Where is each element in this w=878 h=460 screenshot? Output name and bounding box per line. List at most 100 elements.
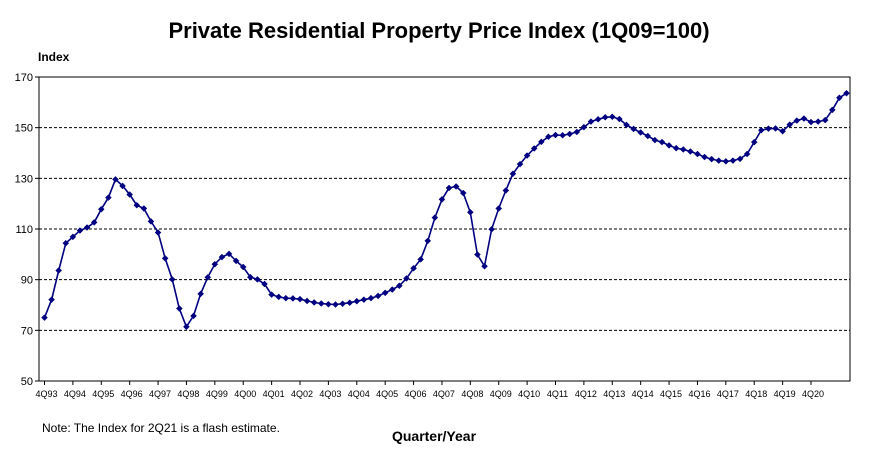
data-point	[360, 296, 368, 304]
x-tick-label: 4Q99	[206, 389, 228, 399]
data-point	[218, 253, 226, 261]
x-tick-label: 4Q18	[745, 389, 767, 399]
data-point	[729, 157, 737, 164]
y-tick-label: 90	[21, 275, 33, 287]
x-tick-label: 4Q17	[717, 389, 739, 399]
data-point	[48, 296, 55, 304]
data-point	[814, 118, 822, 125]
x-tick-label: 4Q08	[461, 389, 483, 399]
data-point	[530, 145, 538, 152]
data-point	[644, 132, 652, 140]
data-point	[672, 144, 680, 152]
data-point	[701, 153, 708, 161]
x-tick-label: 4Q95	[92, 389, 114, 399]
index-series-line	[43, 92, 847, 329]
data-point	[566, 130, 574, 138]
data-point	[481, 262, 488, 270]
data-point	[772, 125, 779, 132]
data-point	[275, 293, 283, 301]
data-point	[126, 191, 134, 198]
x-tick-label: 4Q98	[177, 389, 199, 399]
data-point	[303, 297, 311, 305]
data-point	[261, 280, 268, 288]
x-tick-label: 4Q03	[319, 389, 341, 399]
data-point	[637, 129, 645, 136]
data-point	[317, 300, 325, 307]
data-point	[296, 295, 304, 303]
data-point	[786, 121, 794, 128]
data-point	[552, 131, 559, 139]
data-point	[431, 214, 439, 221]
data-point	[843, 89, 850, 97]
x-tick-label: 4Q09	[490, 389, 512, 399]
x-tick-label: 4Q14	[632, 389, 654, 399]
data-point	[601, 113, 609, 121]
data-point	[459, 189, 467, 197]
data-point	[239, 263, 247, 271]
data-point	[90, 219, 98, 226]
x-tick-label: 4Q01	[263, 389, 285, 399]
data-point	[204, 274, 212, 281]
data-point	[175, 305, 183, 312]
data-point	[658, 138, 666, 146]
flash-estimate-note: Note: The Index for 2Q21 is a flash esti…	[42, 421, 280, 435]
data-point	[736, 155, 744, 163]
data-point	[168, 276, 176, 283]
x-tick-label: 4Q19	[774, 389, 796, 399]
data-point	[445, 184, 453, 192]
data-point	[154, 229, 162, 236]
data-point	[97, 205, 105, 213]
data-point	[388, 286, 396, 293]
y-tick-label: 110	[15, 224, 33, 236]
data-point	[587, 118, 595, 125]
x-tick-label: 4Q93	[35, 389, 57, 399]
data-point	[268, 291, 275, 298]
data-point	[211, 260, 219, 268]
data-point	[573, 128, 581, 136]
data-point	[161, 255, 169, 262]
data-point	[403, 275, 410, 282]
x-tick-label: 4Q06	[405, 389, 427, 399]
data-point	[76, 227, 84, 234]
data-point	[623, 121, 630, 129]
data-point	[495, 205, 503, 212]
data-point	[580, 123, 588, 131]
data-point	[807, 118, 815, 126]
x-tick-label: 4Q05	[376, 389, 398, 399]
data-point	[488, 225, 495, 233]
x-tick-label: 4Q15	[660, 389, 682, 399]
data-point	[474, 251, 481, 258]
x-tick-label: 4Q10	[518, 389, 540, 399]
data-point	[62, 239, 70, 247]
data-point	[594, 115, 602, 123]
x-tick-label: 4Q94	[64, 389, 86, 399]
x-tick-label: 4Q16	[688, 389, 710, 399]
data-point	[722, 158, 730, 165]
data-point	[374, 292, 382, 300]
data-point	[246, 273, 254, 281]
data-point	[757, 126, 765, 134]
data-point	[523, 152, 531, 159]
x-tick-label: 4Q11	[547, 389, 568, 399]
data-point	[765, 125, 772, 133]
data-point	[396, 282, 403, 290]
chart-title: Private Residential Property Price Index…	[168, 18, 710, 43]
data-point	[665, 142, 673, 149]
data-point	[69, 233, 77, 241]
data-point	[147, 218, 155, 225]
data-point	[630, 125, 637, 133]
data-point	[694, 150, 701, 158]
y-tick-label: 150	[15, 123, 33, 135]
x-tick-label: 4Q07	[433, 389, 455, 399]
data-point	[105, 194, 112, 201]
data-point	[183, 323, 190, 331]
y-tick-label: 50	[21, 376, 33, 388]
data-point	[687, 148, 694, 155]
data-point	[708, 155, 716, 163]
data-point	[715, 157, 723, 164]
data-point	[821, 116, 829, 124]
data-point	[679, 146, 687, 153]
y-tick-label: 130	[15, 173, 33, 185]
x-tick-label: 4Q20	[802, 389, 824, 399]
